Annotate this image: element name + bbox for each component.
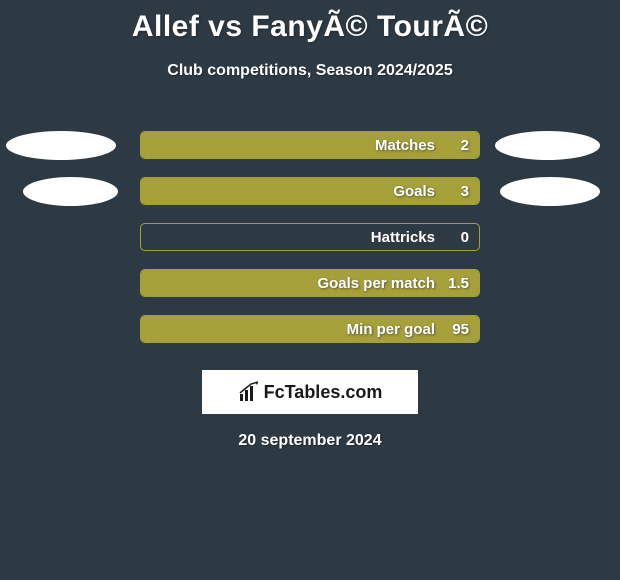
stat-row: Goals per match1.5 — [0, 260, 620, 306]
ellipse-marker-right — [500, 177, 600, 206]
ellipse-marker-right — [495, 131, 600, 160]
stat-label: Hattricks — [141, 229, 439, 246]
stat-row: Min per goal95 — [0, 306, 620, 352]
date-label: 20 september 2024 — [0, 432, 620, 450]
competition-subtitle: Club competitions, Season 2024/2025 — [0, 62, 620, 80]
stat-bar-fill — [141, 270, 479, 296]
page-title: Allef vs FanyÃ© TourÃ© — [0, 0, 620, 44]
stat-bar: Matches2 — [140, 131, 480, 159]
ellipse-marker-left — [23, 177, 118, 206]
stat-value: 0 — [461, 229, 469, 246]
stat-row: Matches2 — [0, 122, 620, 168]
stat-bar: Min per goal95 — [140, 315, 480, 343]
stat-row: Hattricks 0 — [0, 214, 620, 260]
stats-chart: Matches2 Goals3 Hattricks 0 Goals per match1… — [0, 122, 620, 352]
bar-chart-icon — [238, 381, 260, 403]
stat-bar: Goals3 — [140, 177, 480, 205]
stat-bar-fill — [141, 132, 479, 158]
logo-text: FcTables.com — [264, 382, 383, 403]
stat-bar: Hattricks 0 — [140, 223, 480, 251]
stat-bar-fill — [141, 316, 479, 342]
stat-row: Goals3 — [0, 168, 620, 214]
logo-box[interactable]: FcTables.com — [202, 370, 418, 414]
stat-bar-fill — [141, 178, 479, 204]
stat-bar: Goals per match1.5 — [140, 269, 480, 297]
ellipse-marker-left — [6, 131, 116, 160]
